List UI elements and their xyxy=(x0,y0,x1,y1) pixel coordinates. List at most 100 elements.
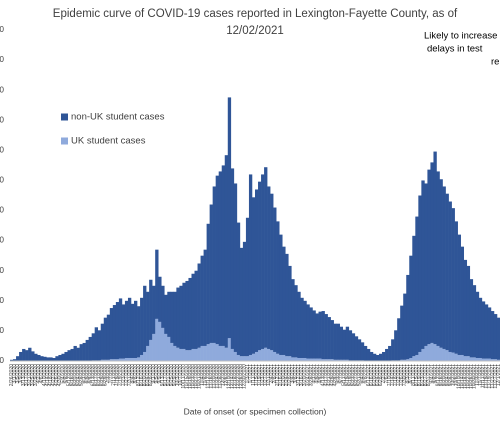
bar-segment xyxy=(179,285,183,349)
bar-segment xyxy=(391,339,395,361)
bar-segment xyxy=(300,357,304,361)
legend-label: UK student cases xyxy=(71,136,146,147)
bar-segment xyxy=(218,171,223,346)
x-tick-label: 9/9/2020 xyxy=(157,364,163,384)
bar-segment xyxy=(409,255,413,358)
bar-segment xyxy=(460,354,465,361)
bar-segment xyxy=(209,342,213,361)
bar-segment xyxy=(406,274,410,360)
bar-segment xyxy=(109,359,114,361)
bar-segment xyxy=(164,294,168,334)
bar-segment xyxy=(255,351,259,361)
bar-segment xyxy=(424,183,428,346)
x-tick-label: 3/13/2020 xyxy=(21,364,27,386)
x-tick-label: 9/4/2021 xyxy=(429,364,435,384)
bar-segment xyxy=(324,359,328,361)
bar-segment xyxy=(25,350,29,361)
bar-segment xyxy=(409,357,413,361)
x-tick-label: 6/24/2021 xyxy=(375,364,381,386)
bar-segment xyxy=(203,345,207,361)
bar-segment xyxy=(442,348,446,361)
bar-segment xyxy=(454,221,458,354)
bar-segment xyxy=(333,359,337,361)
x-tick-label: 1/19/2021 xyxy=(257,364,263,386)
bar-segment xyxy=(481,301,486,359)
x-tick-label: 9/25/2020 xyxy=(169,364,175,386)
x-tick-label: 1/11/2021 xyxy=(251,364,257,386)
bar-segment xyxy=(460,246,465,355)
x-tick-label: 5/15/2021 xyxy=(345,364,351,386)
bar-segment xyxy=(224,347,229,361)
bar-segment xyxy=(106,314,111,360)
bar-segment xyxy=(487,307,492,359)
x-tick-label: 11/8/2020 xyxy=(202,364,208,386)
x-tick-label: 7/31/2020 xyxy=(127,364,133,386)
x-tick-label: 12/10/2020 xyxy=(227,364,233,389)
x-tick-label: 11/15/2021 xyxy=(484,364,490,389)
x-tick-label: 1/7/2021 xyxy=(248,364,254,384)
bar-segment xyxy=(19,351,23,361)
bar-segment xyxy=(130,357,135,361)
bar-segment xyxy=(221,345,226,361)
bar-segment xyxy=(303,300,307,358)
bar-segment xyxy=(363,345,368,361)
bar-segment xyxy=(70,348,74,361)
legend-swatch xyxy=(61,113,68,121)
x-tick-label: 11/20/2020 xyxy=(211,364,217,389)
x-tick-label: 3/4/2021 xyxy=(290,364,296,384)
bar-segment xyxy=(469,357,474,361)
y-tick-label: 100 xyxy=(0,296,5,305)
bar-segment xyxy=(191,348,195,361)
bar-segment xyxy=(493,359,498,361)
bar-segment xyxy=(496,317,500,360)
bar-segment xyxy=(200,255,204,346)
bar-segment xyxy=(273,207,277,352)
bar-segment xyxy=(97,330,102,361)
bar-segment xyxy=(103,359,108,361)
bar-segment xyxy=(442,186,446,349)
bar-segment xyxy=(487,358,492,361)
bar-segment xyxy=(436,345,440,361)
y-tick-label: 200 xyxy=(0,236,5,245)
bar-segment xyxy=(55,356,59,361)
bar-segment xyxy=(342,359,347,361)
bar-segment xyxy=(306,358,310,361)
x-tick-label: 9/13/2020 xyxy=(160,364,166,386)
bar-segment xyxy=(297,291,301,358)
bar-segment xyxy=(448,201,452,352)
bar-segment xyxy=(206,223,210,345)
x-tick-label: 8/20/2020 xyxy=(142,364,148,386)
bar-segment xyxy=(137,357,141,361)
bar-segment xyxy=(149,279,153,340)
bar-segment xyxy=(330,359,334,361)
x-tick-label: 7/23/2020 xyxy=(121,364,127,386)
x-tick-label: 6/25/2020 xyxy=(100,364,106,386)
bar-segment xyxy=(466,265,471,357)
x-tick-label: 8/15/2021 xyxy=(414,364,420,386)
x-tick-label: 3/9/2020 xyxy=(18,364,24,384)
x-tick-label: 9/12/2021 xyxy=(435,364,441,386)
bar-segment xyxy=(173,291,177,346)
bar-segment xyxy=(354,336,359,361)
x-tick-label: 1/23/2021 xyxy=(260,364,266,386)
x-tick-label: 12/18/2020 xyxy=(233,364,239,389)
bar-segment xyxy=(379,353,383,361)
bar-segment xyxy=(251,353,256,361)
bar-segment xyxy=(261,348,265,361)
bar-segment xyxy=(469,279,474,358)
bar-segment xyxy=(318,358,322,361)
x-tick-label: 10/2/2021 xyxy=(450,364,456,386)
x-tick-label: 6/21/2020 xyxy=(97,364,103,386)
bar-segment xyxy=(227,97,232,339)
x-tick-label: 4/13/2021 xyxy=(320,364,326,386)
bar-segment xyxy=(285,356,289,361)
x-tick-label: 7/2/2021 xyxy=(381,364,387,384)
bar-segment xyxy=(478,357,483,361)
x-tick-label: 4/10/2020 xyxy=(42,364,48,386)
bar-segment xyxy=(385,348,389,361)
x-tick-label: 11/4/2020 xyxy=(199,364,205,386)
bar-segment xyxy=(182,282,186,349)
bar-segment xyxy=(230,348,235,361)
bar-segment xyxy=(22,348,26,361)
